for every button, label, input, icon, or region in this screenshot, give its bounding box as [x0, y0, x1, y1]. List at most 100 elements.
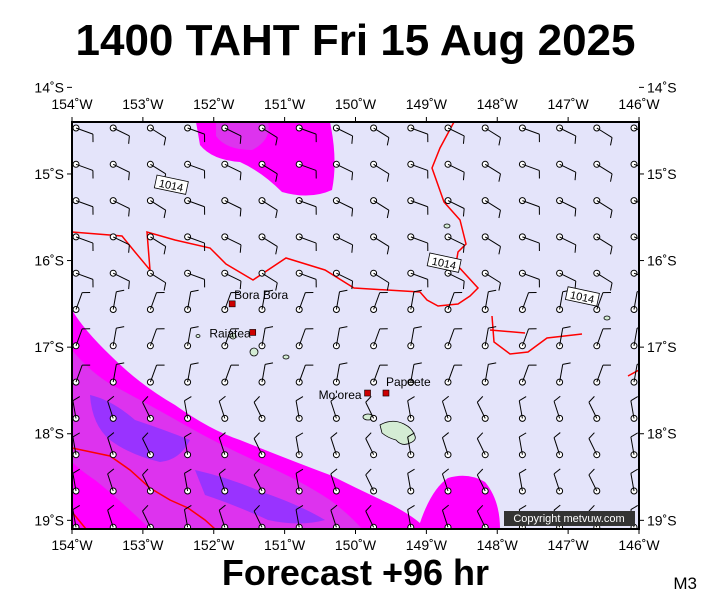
wind-barb: [109, 289, 125, 313]
atoll-island: [603, 315, 611, 321]
lon-tick-label-bottom: 150˚W: [335, 537, 377, 553]
wind-barb: [221, 291, 239, 313]
wind-barb: [109, 326, 125, 350]
wind-barb: [370, 233, 390, 255]
wind-barb: [370, 364, 388, 386]
rain-area-southwest-mid: [72, 350, 362, 529]
bora-bora-island: [229, 332, 237, 340]
model-tag: M3: [673, 574, 697, 593]
wind-barb: [407, 432, 415, 459]
wind-barb: [184, 326, 199, 350]
wind-barb: [370, 160, 390, 182]
wind-barb: [142, 504, 154, 529]
atoll-island: [443, 223, 451, 229]
wind-barb: [107, 432, 117, 459]
isobar-labels: 1014 1014 1014: [153, 174, 600, 307]
lon-tick-label-bottom: 151˚W: [264, 537, 306, 553]
wind-barb: [183, 396, 192, 422]
wind-barb: [370, 291, 388, 313]
wind-barb: [332, 160, 354, 181]
wind-barb: [476, 504, 489, 529]
wind-barb: [183, 505, 192, 529]
rain-area-southwest-core: [90, 395, 190, 462]
place-label: Mo'orea: [319, 388, 362, 402]
wind-barb: [593, 269, 613, 291]
wind-barb: [295, 468, 304, 495]
wind-barb: [481, 326, 497, 350]
wind-barb: [332, 289, 348, 313]
isobar-line: [72, 122, 480, 307]
wind-barb: [72, 269, 94, 288]
wind-barb: [146, 124, 167, 146]
lat-tick-label-right: 18˚S: [647, 426, 677, 442]
wind-barb: [258, 233, 278, 255]
wind-barb: [218, 432, 229, 459]
wind-barb: [444, 364, 463, 386]
wind-barb: [183, 468, 192, 495]
wind-barb: [295, 197, 317, 215]
wind-barb: [109, 197, 130, 217]
wind-barb: [630, 432, 639, 459]
lat-tick-label-left: 17˚S: [34, 339, 64, 355]
wind-barb: [407, 289, 422, 313]
wind-barb: [221, 197, 242, 217]
wind-barb: [109, 124, 130, 144]
lat-tick-label-left: 14˚S: [34, 79, 64, 95]
wind-barb: [444, 233, 465, 253]
lon-tick-label-bottom: 147˚W: [548, 537, 590, 553]
wind-barb: [258, 269, 278, 291]
wind-barb: [142, 396, 154, 422]
town-marker: [382, 389, 390, 397]
wind-barb: [370, 197, 390, 219]
wind-barb: [407, 326, 422, 350]
wind-barb: [518, 160, 540, 179]
wind-barb: [253, 396, 266, 422]
wind-barb: [295, 364, 314, 386]
chart-title: 1400 TAHT Fri 15 Aug 2025: [75, 16, 636, 65]
wind-barb: [553, 468, 564, 495]
rain-shading: [72, 122, 500, 529]
isobar-line: [491, 315, 583, 355]
wind-barb: [109, 160, 130, 181]
wind-barb: [441, 395, 452, 422]
wind-barb: [142, 468, 154, 495]
wind-barb: [407, 468, 415, 495]
lon-tick-label-top: 147˚W: [548, 96, 590, 112]
wind-barb: [588, 468, 601, 495]
lat-tick-label-right: 17˚S: [647, 339, 677, 355]
wind-barb: [370, 124, 390, 146]
lon-tick-label-top: 150˚W: [335, 96, 377, 112]
town-marker: [364, 389, 371, 397]
wind-barb: [295, 160, 317, 179]
wind-barb: [258, 124, 278, 146]
wind-barb: [407, 505, 415, 529]
wind-barb: [258, 289, 274, 313]
isobar-label-text: 1014: [431, 256, 457, 273]
lon-tick-label-bottom: 149˚W: [406, 537, 448, 553]
lat-tick-label-right: 19˚S: [647, 512, 677, 528]
wind-barb: [184, 197, 206, 215]
wind-barb: [221, 328, 239, 350]
wind-barb: [295, 396, 304, 422]
lon-tick-label-top: 153˚W: [122, 96, 164, 112]
wind-barb: [593, 291, 611, 313]
wind-barb: [518, 364, 537, 386]
wind-barb: [332, 326, 348, 350]
wind-barb: [588, 396, 601, 422]
wind-barb: [146, 364, 165, 386]
wind-barb: [221, 364, 239, 386]
lon-tick-label-top: 149˚W: [406, 96, 448, 112]
wind-barb: [630, 396, 639, 422]
wind-barb: [295, 124, 317, 143]
place-labels: Bora Bora Raiatea Mo'orea Papeete: [209, 288, 431, 402]
wind-barb: [630, 124, 639, 132]
rain-area-south-core: [195, 470, 325, 524]
wind-barb: [146, 291, 165, 313]
wind-barb: [476, 396, 489, 422]
wind-barb: [332, 269, 354, 290]
wind-barb: [184, 289, 199, 313]
wind-barb: [630, 160, 639, 168]
wind-barb: [556, 233, 577, 253]
wind-barb: [476, 468, 489, 495]
place-label: Papeete: [386, 375, 431, 389]
